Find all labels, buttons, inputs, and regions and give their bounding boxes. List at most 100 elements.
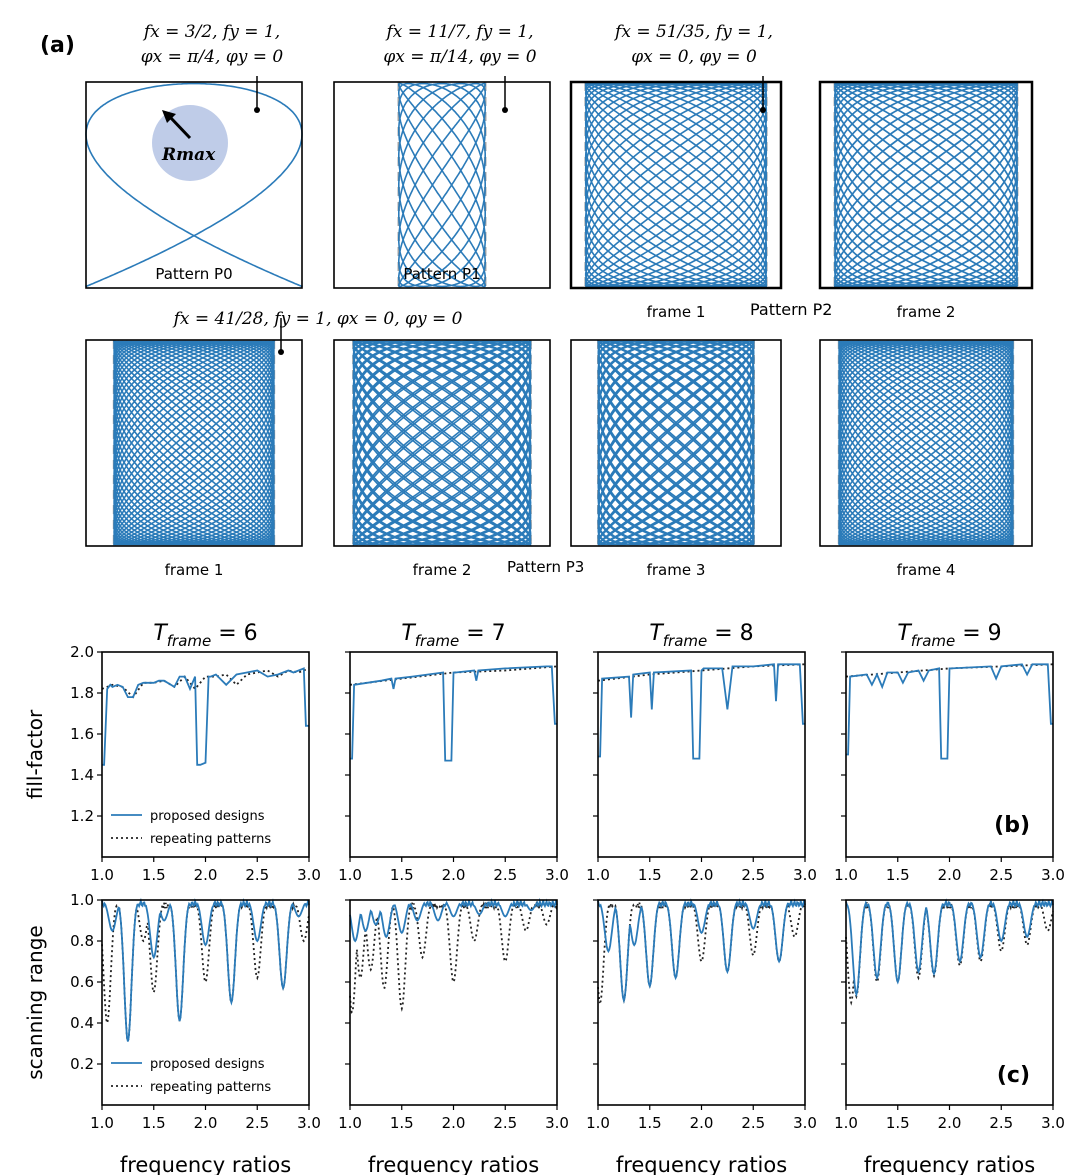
subplot-title: Tframe = 8	[649, 621, 753, 650]
x-tick-label: 2.0	[690, 1114, 714, 1132]
title-subscript: frame	[663, 632, 707, 650]
rmax-annotation: Rmax	[152, 105, 228, 181]
series-proposed-designs	[349, 897, 558, 943]
scan-trajectory	[398, 82, 486, 288]
y-tick-label: 0.8	[70, 932, 94, 950]
parameter-caption: fx = 11/7, fy = 1,	[384, 22, 533, 42]
x-axis-label: frequency ratios	[120, 1153, 291, 1175]
x-tick-label: 2.5	[989, 1114, 1013, 1132]
scan-trajectory	[112, 340, 276, 546]
scan-trajectory	[838, 340, 1014, 546]
x-tick-label: 1.0	[586, 866, 610, 884]
frame-label: frame 1	[647, 303, 706, 321]
pattern-frame-border	[570, 339, 782, 547]
lissajous-plot-P3f4: frame 4	[819, 339, 1033, 579]
x-tick-label: 1.0	[338, 1114, 362, 1132]
pattern-frame-border	[333, 81, 551, 289]
subplot-c-3: 1.0 1.5 2.0 2.5 3.0 frequency ratios	[586, 898, 817, 1175]
y-tick-label: 1.6	[70, 725, 94, 743]
rmax-disk	[152, 105, 228, 181]
pattern-p2-label: Pattern P2	[750, 300, 832, 319]
x-tick-label: 2.0	[938, 866, 962, 884]
x-tick-label: 2.5	[493, 1114, 517, 1132]
x-tick-label: 2.0	[938, 1114, 962, 1132]
scan-trajectory	[833, 82, 1019, 288]
x-tick-label: 3.0	[793, 866, 817, 884]
x-tick-label: 2.0	[690, 866, 714, 884]
scan-trajectory	[352, 340, 532, 547]
subplot-title: Tframe = 9	[897, 621, 1001, 650]
pattern-p3-label: Pattern P3	[507, 558, 584, 576]
legend: proposed designs repeating patterns	[111, 809, 271, 847]
title-value: = 6	[211, 621, 257, 646]
x-tick-label: 1.5	[390, 1114, 414, 1132]
title-symbol: T	[897, 621, 912, 646]
pattern-frame-border	[818, 80, 1034, 290]
panel-b-label: (b)	[994, 813, 1030, 838]
x-tick-label: 3.0	[297, 866, 321, 884]
legend-label-repeating: repeating patterns	[150, 1080, 271, 1095]
title-value: = 8	[707, 621, 753, 646]
pattern-frame-border	[569, 80, 783, 290]
parameter-caption: fx = 3/2, fy = 1,	[142, 22, 280, 42]
rmax-arrow	[168, 115, 192, 140]
subplot-title: Tframe = 7	[401, 621, 505, 650]
x-tick-label: 1.5	[142, 866, 166, 884]
parameter-caption: fx = 51/35, fy = 1,	[613, 22, 773, 42]
lissajous-plot-P0: Pattern P0 fx = 3/2, fy = 1, φx = π/4, φy …	[85, 22, 303, 289]
y-tick-label: 0.2	[70, 1055, 94, 1073]
title-symbol: T	[649, 621, 664, 646]
x-tick-label: 1.5	[390, 866, 414, 884]
series-proposed-designs	[598, 663, 805, 760]
x-tick-label: 2.0	[194, 1114, 218, 1132]
x-tick-label: 1.0	[338, 866, 362, 884]
frame-label: frame 2	[897, 303, 956, 321]
x-tick-label: 2.0	[442, 866, 466, 884]
panel-a-label: (a)	[40, 33, 75, 58]
x-tick-label: 1.0	[586, 1114, 610, 1132]
lissajous-plot-P2f2: frame 2	[818, 80, 1034, 321]
pattern-frame-border	[85, 339, 303, 547]
x-tick-label: 2.5	[741, 1114, 765, 1132]
frame-label: frame 2	[413, 561, 472, 579]
rmax-arrowhead	[162, 110, 176, 123]
panel-c-label: (c)	[997, 1063, 1030, 1088]
lissajous-plot-P3f3: frame 3	[570, 339, 782, 579]
x-tick-label: 3.0	[545, 1114, 569, 1132]
subplot-title: Tframe = 6	[153, 621, 257, 650]
subplot-b-1: Tframe = 6 1.0 1.5 2.0 2.5 3.0 1.2 1.4 1.6 1.8 2.0…	[70, 621, 321, 884]
x-tick-label: 2.5	[245, 1114, 269, 1132]
legend-label-proposed: proposed designs	[150, 809, 265, 824]
caption-pointer-dot	[254, 107, 260, 113]
caption-pointer-dot	[278, 349, 284, 355]
pattern-frame-border	[819, 339, 1033, 547]
x-tick-label: 2.0	[442, 1114, 466, 1132]
y-tick-label: 2.0	[70, 643, 94, 661]
panel-b: (b) fill-factor Tframe = 6 1.0 1.5 2.0 2.5 3.0 1…	[23, 621, 1065, 884]
subplot-c-1: 1.0 1.5 2.0 2.5 3.0 0.2 0.4 0.6 0.8 1.0 frequency …	[70, 891, 321, 1175]
x-tick-label: 1.5	[886, 866, 910, 884]
y-tick-label: 1.0	[70, 891, 94, 909]
series-proposed-designs	[845, 898, 1054, 998]
x-axis-label: frequency ratios	[864, 1153, 1035, 1175]
scan-trajectory	[584, 82, 768, 288]
x-tick-label: 2.0	[194, 866, 218, 884]
series-proposed-designs	[597, 898, 806, 1004]
parameter-caption: fx = 41/28, fy = 1, φx = 0, φy = 0	[172, 309, 463, 329]
x-tick-label: 3.0	[545, 866, 569, 884]
subplot-c-2: 1.0 1.5 2.0 2.5 3.0 frequency ratios	[338, 897, 569, 1175]
x-tick-label: 1.0	[834, 1114, 858, 1132]
pattern-label: Pattern P0	[155, 265, 232, 283]
title-symbol: T	[401, 621, 416, 646]
x-tick-label: 1.5	[638, 866, 662, 884]
y-axis-label: fill-factor	[23, 709, 47, 799]
x-tick-label: 1.0	[90, 1114, 114, 1132]
subplot-b-3: Tframe = 8 1.0 1.5 2.0 2.5 3.0	[586, 621, 817, 884]
lissajous-plot-P3f2: frame 2	[333, 339, 551, 579]
caption-pointer-dot	[760, 107, 766, 113]
lissajous-plot-P1: Pattern P1 fx = 11/7, fy = 1, φx = π/14, φ…	[333, 22, 551, 289]
parameter-caption: φx = π/4, φy = 0	[141, 47, 284, 67]
legend-label-repeating: repeating patterns	[150, 832, 271, 847]
y-tick-label: 1.8	[70, 684, 94, 702]
